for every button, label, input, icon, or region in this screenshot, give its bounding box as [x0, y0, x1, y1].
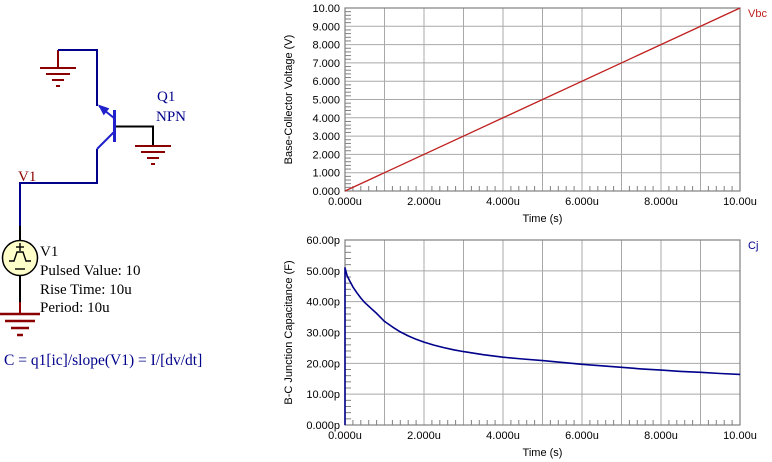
x-tick-label: 10.00u — [723, 430, 757, 442]
y-tick-label: 4.000 — [312, 113, 340, 125]
npn-transistor — [96, 104, 154, 150]
emitter-arrow-icon — [98, 104, 110, 116]
source-param-period: Period: 10u — [40, 300, 110, 316]
y-axis-title: B-C Junction Capacitance (F) — [283, 260, 295, 404]
x-tick-label: 4.000u — [486, 196, 520, 208]
x-tick-label: 2.000u — [407, 430, 441, 442]
minor-ticks — [345, 11, 733, 191]
wire-emitter-to-source — [19, 149, 98, 226]
series-vbc — [344, 7, 741, 192]
series-cj — [344, 266, 741, 425]
y-tick-label: 10.00p — [306, 389, 340, 401]
x-tick-label: 6.000u — [565, 196, 599, 208]
circuit-schematic: Q1 NPN V1 V1 Pulsed Value: 10 Rise Time:… — [0, 49, 186, 337]
plot-border — [344, 7, 741, 192]
minor-ticks — [345, 245, 733, 425]
source-param-pulsed-value: Pulsed Value: 10 — [40, 263, 141, 279]
x-tick-label: 8.000u — [644, 196, 678, 208]
y-tick-label: 7.000 — [312, 58, 340, 70]
transistor-ref-label: Q1 — [157, 89, 175, 105]
y-tick-labels: 0.000p 10.00p 20.00p 30.00p 40.00p 50.00p 60.0… — [306, 235, 340, 432]
legend-vbc: Vbc — [748, 8, 767, 20]
plus-icon — [16, 243, 24, 251]
pulse-waveform-icon — [9, 251, 31, 262]
y-tick-label: 30.00p — [306, 328, 340, 340]
ground-symbol-collector — [40, 50, 76, 87]
x-tick-label: 0.000u — [328, 430, 362, 442]
x-tick-label: 8.000u — [644, 430, 678, 442]
x-tick-labels: 0.000u 2.000u 4.000u 6.000u 8.000u 10.00u — [328, 430, 757, 442]
x-axis-title: Time (s) — [523, 447, 563, 459]
y-tick-label: 0.000 — [312, 186, 340, 198]
ground-symbol-source — [0, 312, 40, 337]
legend-cj: Cj — [748, 240, 758, 252]
y-tick-label: 2.000 — [312, 149, 340, 161]
chart-vbc: 0.000 1.000 2.000 3.000 4.000 5.000 6.000 7.000… — [283, 3, 767, 225]
wire-net-label: V1 — [18, 169, 36, 185]
source-param-rise-time: Rise Time: 10u — [40, 282, 132, 298]
transistor-type-label: NPN — [156, 109, 186, 125]
voltage-source — [1, 226, 39, 313]
x-tick-labels: 0.000u 2.000u 4.000u 6.000u 8.000u 10.00u — [328, 196, 757, 208]
y-tick-label: 8.000 — [312, 40, 340, 52]
grid — [344, 239, 741, 426]
y-tick-label: 1.000 — [312, 168, 340, 180]
y-tick-label: 50.00p — [306, 266, 340, 278]
x-tick-label: 10.00u — [723, 196, 757, 208]
x-tick-label: 0.000u — [328, 196, 362, 208]
waveform-charts: 0.000 1.000 2.000 3.000 4.000 5.000 6.000 7.000… — [283, 3, 767, 459]
source-name-label: V1 — [40, 244, 58, 260]
y-tick-label: 20.00p — [306, 358, 340, 370]
y-tick-label: 5.000 — [312, 95, 340, 107]
y-axis-title: Base-Collector Voltage (V) — [283, 35, 295, 165]
wire-collector — [58, 49, 98, 106]
y-tick-labels: 0.000 1.000 2.000 3.000 4.000 5.000 6.000 7.000… — [312, 3, 340, 198]
y-tick-label: 3.000 — [312, 131, 340, 143]
x-tick-label: 2.000u — [407, 196, 441, 208]
y-tick-label: 9.000 — [312, 21, 340, 33]
y-tick-label: 0.000p — [306, 420, 340, 432]
y-tick-label: 10.00 — [312, 3, 340, 15]
y-tick-label: 60.00p — [306, 235, 340, 247]
capacitance-formula: C = q1[ic]/slope(V1) = I/[dv/dt] — [4, 352, 203, 369]
y-tick-label: 40.00p — [306, 297, 340, 309]
x-axis-title: Time (s) — [523, 213, 563, 225]
ground-symbol-base — [135, 145, 171, 165]
chart-cj: 0.000p 10.00p 20.00p 30.00p 40.00p 50.00p 60.0… — [283, 235, 758, 459]
x-tick-label: 4.000u — [486, 430, 520, 442]
x-tick-label: 6.000u — [565, 430, 599, 442]
y-tick-label: 6.000 — [312, 76, 340, 88]
